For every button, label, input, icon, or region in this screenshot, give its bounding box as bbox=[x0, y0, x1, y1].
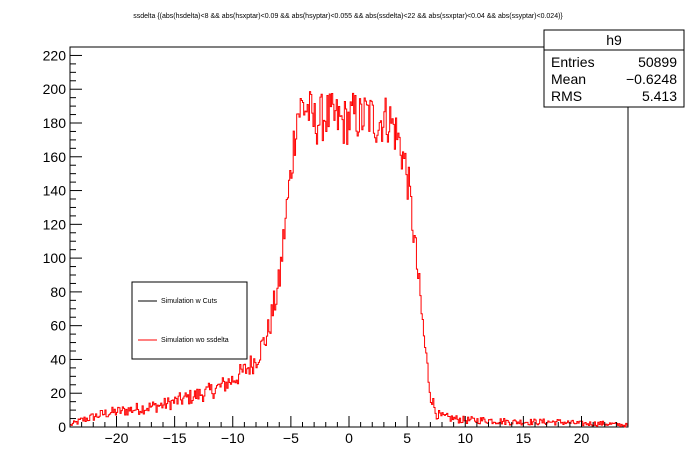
x-tick-label: 5 bbox=[403, 430, 411, 446]
stats-label-rms: RMS bbox=[551, 88, 582, 104]
stats-label-mean: Mean bbox=[551, 71, 586, 87]
stats-value-rms: 5.413 bbox=[642, 88, 677, 104]
x-tick-label: 0 bbox=[345, 430, 353, 446]
legend: Simulation w Cuts Simulation wo ssdelta bbox=[131, 281, 248, 360]
y-axis: 0 20 40 60 80 100 120 140 160 180 200 220 bbox=[43, 46, 82, 435]
x-axis: −20 −15 −10 −5 0 5 10 15 20 bbox=[69, 416, 629, 446]
y-tick-label: 20 bbox=[50, 385, 66, 401]
y-tick-label: 220 bbox=[43, 47, 67, 63]
x-tick-label: −5 bbox=[283, 430, 299, 446]
y-tick-label: 140 bbox=[43, 183, 67, 199]
x-tick-label: −10 bbox=[221, 430, 245, 446]
y-tick-label: 0 bbox=[58, 419, 66, 435]
y-tick-label: 40 bbox=[50, 351, 66, 367]
stats-value-mean: −0.6248 bbox=[626, 71, 677, 87]
y-tick-label: 180 bbox=[43, 115, 67, 131]
legend-label-simulation-wo-ssdelta: Simulation wo ssdelta bbox=[161, 337, 229, 344]
histogram-series-simulation-wo-ssdelta bbox=[69, 91, 629, 428]
x-tick-label: 20 bbox=[574, 430, 590, 446]
stats-box: h9 Entries 50899 Mean −0.6248 RMS 5.413 bbox=[543, 29, 685, 108]
y-tick-label: 200 bbox=[43, 81, 67, 97]
x-tick-label: −15 bbox=[163, 430, 187, 446]
y-tick-label: 80 bbox=[50, 284, 66, 300]
stats-value-entries: 50899 bbox=[638, 54, 677, 70]
y-tick-label: 160 bbox=[43, 149, 67, 165]
stats-box-frame bbox=[543, 29, 685, 108]
x-tick-label: 10 bbox=[457, 430, 473, 446]
chart-title: ssdelta {(abs(hsdelta)<8 && abs(hsxptar)… bbox=[133, 13, 563, 20]
y-tick-label: 100 bbox=[43, 250, 67, 266]
legend-frame bbox=[131, 281, 248, 360]
legend-label-simulation-w-cuts: Simulation w Cuts bbox=[161, 298, 218, 305]
stats-label-entries: Entries bbox=[551, 54, 595, 70]
x-tick-label: 15 bbox=[516, 430, 532, 446]
stats-box-title: h9 bbox=[606, 32, 622, 48]
y-tick-label: 120 bbox=[43, 216, 67, 232]
y-tick-label: 60 bbox=[50, 318, 66, 334]
x-tick-label: −20 bbox=[105, 430, 129, 446]
